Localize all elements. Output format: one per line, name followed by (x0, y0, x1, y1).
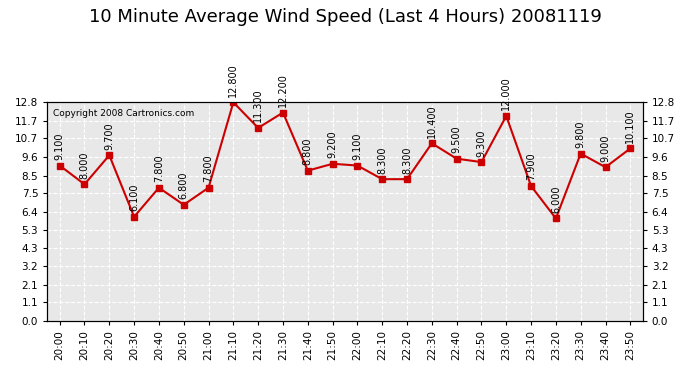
Text: 6.100: 6.100 (129, 184, 139, 211)
Text: 9.800: 9.800 (575, 120, 586, 148)
Text: 8.000: 8.000 (79, 151, 90, 179)
Text: 10.400: 10.400 (427, 104, 437, 138)
Text: 9.700: 9.700 (104, 122, 115, 150)
Text: 7.800: 7.800 (154, 154, 164, 182)
Text: 6.000: 6.000 (551, 185, 561, 213)
Text: 9.000: 9.000 (600, 134, 611, 162)
Text: 9.500: 9.500 (452, 126, 462, 153)
Text: 11.300: 11.300 (253, 89, 263, 122)
Text: 12.200: 12.200 (278, 73, 288, 107)
Text: 7.800: 7.800 (204, 154, 213, 182)
Text: 8.300: 8.300 (402, 146, 412, 174)
Text: 9.200: 9.200 (328, 130, 337, 158)
Text: 10 Minute Average Wind Speed (Last 4 Hours) 20081119: 10 Minute Average Wind Speed (Last 4 Hou… (88, 8, 602, 26)
Text: 7.900: 7.900 (526, 153, 536, 180)
Text: 6.800: 6.800 (179, 172, 189, 199)
Text: 9.100: 9.100 (353, 132, 362, 160)
Text: 9.300: 9.300 (477, 129, 486, 156)
Text: 9.100: 9.100 (55, 132, 65, 160)
Text: 10.100: 10.100 (625, 109, 635, 143)
Text: 12.800: 12.800 (228, 63, 238, 97)
Text: 12.000: 12.000 (501, 76, 511, 110)
Text: 8.800: 8.800 (303, 138, 313, 165)
Text: Copyright 2008 Cartronics.com: Copyright 2008 Cartronics.com (53, 109, 195, 118)
Text: 8.300: 8.300 (377, 146, 387, 174)
